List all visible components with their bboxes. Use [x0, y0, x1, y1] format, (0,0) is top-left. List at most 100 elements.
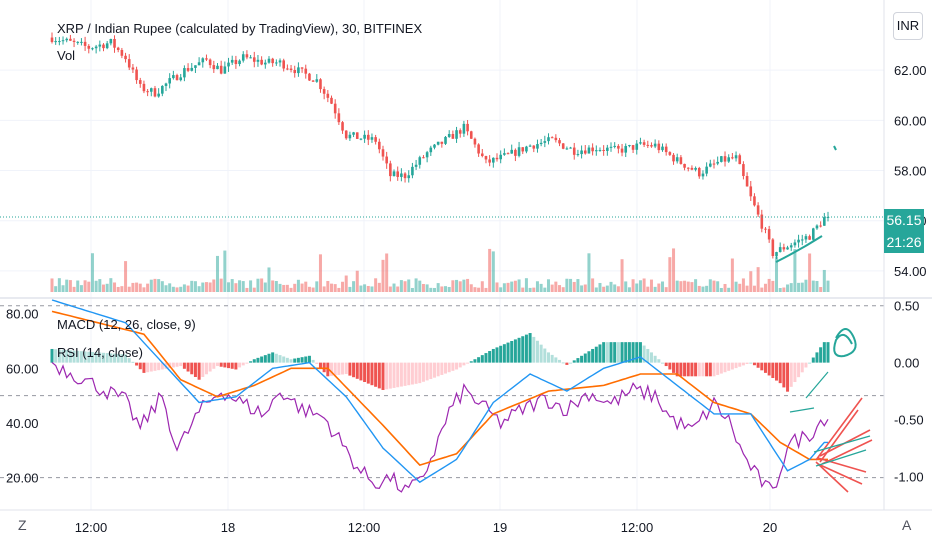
volume-bar — [370, 286, 374, 292]
volume-bar — [377, 282, 381, 292]
candle-body — [705, 166, 708, 174]
fan-drawing — [817, 457, 867, 473]
volume-bar — [756, 267, 760, 292]
currency-button[interactable]: INR — [893, 12, 923, 40]
candle-body — [135, 69, 138, 81]
axes: 12:001812:001912:002062.0060.0058.0056.0… — [0, 0, 932, 535]
histogram-bar — [318, 362, 322, 369]
histogram-bar — [98, 352, 102, 363]
histogram-bar — [414, 362, 418, 384]
volume-bar — [366, 285, 370, 292]
rsi-tick-label: 40.00 — [6, 416, 39, 431]
volume-bar — [65, 279, 69, 292]
fan-drawing — [815, 397, 863, 461]
volume-bar — [502, 283, 506, 292]
candle-body — [679, 157, 683, 164]
volume-bar — [201, 282, 205, 292]
volume-bar — [182, 284, 186, 292]
volume-bar — [197, 286, 201, 292]
histogram-bar — [186, 362, 190, 372]
scale-z-button[interactable]: Z — [18, 517, 27, 533]
histogram-bar — [605, 342, 609, 363]
volume-bar — [208, 282, 212, 292]
volume-bar — [414, 278, 418, 292]
volume-bar — [160, 281, 164, 292]
candle-body — [606, 147, 609, 151]
volume-bar — [572, 281, 576, 292]
volume-bar — [546, 279, 550, 292]
volume-bar — [808, 253, 812, 292]
histogram-bar — [466, 362, 470, 364]
candle-body — [194, 65, 197, 68]
rsi-tick-label: 60.00 — [6, 361, 39, 376]
candle-body — [793, 242, 797, 246]
volume-bar — [204, 282, 208, 292]
candle-body — [720, 156, 723, 162]
candle-body — [517, 147, 521, 156]
volume-bar — [219, 278, 223, 292]
candle-body — [344, 130, 348, 139]
candle-body — [411, 166, 414, 176]
volume-bar — [620, 259, 624, 292]
candle-body — [109, 38, 113, 44]
volume-bar — [341, 281, 345, 292]
histogram-bar — [146, 362, 150, 373]
volume-bar — [716, 281, 720, 292]
histogram-bar — [462, 362, 466, 366]
fan-drawing — [817, 463, 863, 485]
candle-body — [775, 252, 778, 256]
candle-body — [172, 75, 175, 79]
histogram-bar — [661, 362, 665, 364]
volume-bar — [797, 282, 801, 292]
histogram-bar — [723, 362, 727, 373]
candle-body — [753, 196, 756, 206]
volume-bar — [238, 280, 242, 292]
candle-body — [716, 161, 719, 164]
volume-bar — [554, 281, 558, 292]
candle-body — [127, 59, 131, 68]
candle-body — [576, 154, 580, 156]
histogram-bar — [642, 345, 646, 363]
candle-body — [425, 152, 429, 158]
histogram-bar — [822, 342, 826, 363]
auto-scale-button[interactable]: A — [902, 517, 912, 533]
candle-body — [745, 176, 749, 187]
volume-bar — [642, 278, 646, 292]
volume-bar — [315, 281, 319, 292]
volume-bar — [54, 286, 58, 292]
histogram-bar — [223, 362, 227, 368]
volume-bar — [124, 261, 128, 292]
histogram-bar — [436, 362, 440, 377]
candle-body — [532, 145, 536, 149]
volume-bar — [146, 283, 150, 292]
volume-bar — [440, 286, 444, 292]
candle-body — [734, 155, 738, 159]
histogram-bar — [440, 362, 444, 375]
histogram-bar — [697, 362, 701, 377]
histogram-bar — [495, 347, 499, 363]
candle-body — [69, 38, 72, 41]
last-price-badge: 56.15 — [884, 209, 924, 231]
candle-body — [315, 79, 319, 82]
histogram-bar — [300, 357, 304, 363]
candle-body — [120, 49, 124, 56]
volume-bar — [719, 287, 723, 292]
histogram-bar — [631, 342, 635, 363]
candle-body — [617, 145, 620, 149]
histogram-bar — [683, 362, 687, 377]
candle-body — [514, 149, 517, 156]
volume-bar — [432, 287, 436, 292]
volume-bar — [657, 283, 661, 292]
histogram-bar — [374, 362, 378, 387]
candle-body — [690, 167, 694, 170]
volume-bar — [120, 286, 124, 292]
volume-bar — [186, 285, 190, 292]
volume-bar — [561, 287, 565, 292]
candle-body — [727, 157, 731, 162]
volume-bar — [583, 284, 587, 292]
volume-bar — [491, 251, 495, 292]
volume-bar — [786, 284, 790, 292]
histogram-bar — [749, 362, 753, 364]
histogram-bar — [819, 347, 823, 363]
